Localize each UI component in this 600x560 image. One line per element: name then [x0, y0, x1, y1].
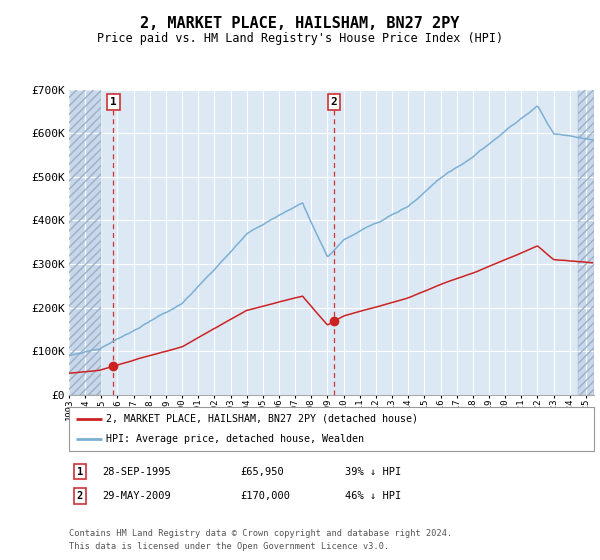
Bar [69, 90, 101, 395]
Text: 1: 1 [77, 466, 83, 477]
Text: £170,000: £170,000 [240, 491, 290, 501]
Text: 2, MARKET PLACE, HAILSHAM, BN27 2PY: 2, MARKET PLACE, HAILSHAM, BN27 2PY [140, 16, 460, 31]
Text: 28-SEP-1995: 28-SEP-1995 [102, 466, 171, 477]
Text: 2: 2 [77, 491, 83, 501]
Text: HPI: Average price, detached house, Wealden: HPI: Average price, detached house, Weal… [106, 434, 364, 444]
Text: 2: 2 [331, 97, 337, 107]
Text: £65,950: £65,950 [240, 466, 284, 477]
Bar [69, 90, 101, 395]
Text: Contains HM Land Registry data © Crown copyright and database right 2024.
This d: Contains HM Land Registry data © Crown c… [69, 529, 452, 550]
Text: 29-MAY-2009: 29-MAY-2009 [102, 491, 171, 501]
Bar [578, 90, 594, 395]
Bar [578, 90, 594, 395]
Text: 2, MARKET PLACE, HAILSHAM, BN27 2PY (detached house): 2, MARKET PLACE, HAILSHAM, BN27 2PY (det… [106, 414, 418, 424]
Text: Price paid vs. HM Land Registry's House Price Index (HPI): Price paid vs. HM Land Registry's House … [97, 32, 503, 45]
Text: 39% ↓ HPI: 39% ↓ HPI [345, 466, 401, 477]
Text: 46% ↓ HPI: 46% ↓ HPI [345, 491, 401, 501]
Text: 1: 1 [110, 97, 117, 107]
